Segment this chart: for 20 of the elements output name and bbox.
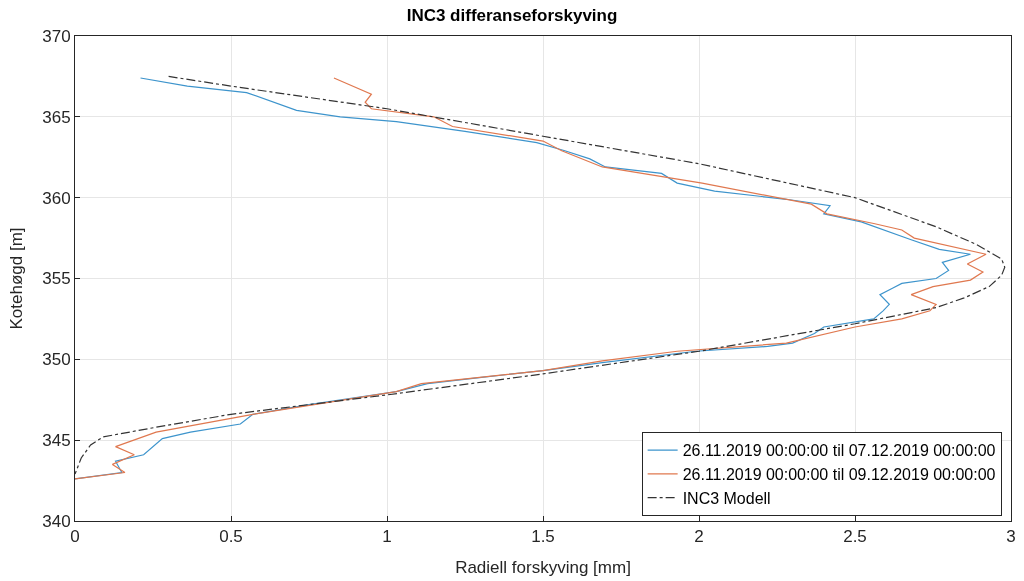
y-axis-title: Kotehøgd [m] (6, 227, 26, 330)
y-tick-label: 370 (42, 26, 71, 46)
y-tick-label: 365 (42, 107, 71, 127)
x-tick-label: 2.5 (843, 527, 867, 547)
chart-title: INC3 differanseforskyving (406, 5, 618, 25)
x-tick-label: 3 (1006, 527, 1016, 547)
y-tick-label: 340 (42, 511, 71, 531)
x-tick-label: 1 (382, 527, 392, 547)
y-tick-label: 345 (42, 431, 71, 451)
x-tick-label: 0.5 (219, 527, 243, 547)
legend-label: 26.11.2019 00:00:00 til 07.12.2019 00:00:00 (682, 442, 996, 460)
legend-label: INC3 Modell (682, 489, 771, 507)
x-tick-label: 0 (70, 527, 80, 547)
legend-label: 26.11.2019 00:00:00 til 09.12.2019 00:00:00 (682, 466, 996, 484)
y-tick-label: 350 (42, 350, 71, 370)
y-tick-label: 355 (42, 269, 71, 289)
x-tick-label: 1.5 (531, 527, 555, 547)
x-axis-title: Radiell forskyving [mm] (455, 557, 631, 577)
x-tick-label: 2 (694, 527, 704, 547)
y-tick-label: 360 (42, 188, 71, 208)
